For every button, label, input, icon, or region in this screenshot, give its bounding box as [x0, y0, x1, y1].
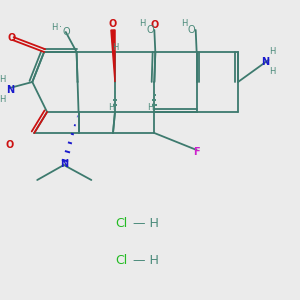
Text: Cl: Cl — [115, 254, 127, 268]
Text: H: H — [0, 76, 6, 85]
Text: H: H — [269, 47, 276, 56]
Text: N: N — [60, 159, 68, 169]
Text: N: N — [262, 57, 270, 67]
Text: O: O — [188, 25, 196, 35]
Text: O: O — [8, 33, 16, 43]
Text: O: O — [109, 19, 117, 29]
Polygon shape — [111, 30, 115, 82]
Text: O: O — [63, 27, 70, 37]
Text: H: H — [181, 20, 187, 28]
Text: O: O — [147, 25, 154, 35]
Text: H: H — [139, 20, 146, 28]
Text: H: H — [112, 44, 118, 52]
Text: H: H — [269, 68, 276, 76]
Text: Cl: Cl — [115, 217, 127, 230]
Text: ·: · — [59, 22, 62, 32]
Text: — H: — H — [129, 217, 159, 230]
Text: H: H — [51, 22, 57, 32]
Text: — H: — H — [129, 254, 159, 268]
Text: F: F — [193, 147, 200, 157]
Text: N: N — [7, 85, 15, 95]
Text: H: H — [147, 103, 154, 112]
Text: H: H — [108, 103, 114, 112]
Text: O: O — [150, 20, 158, 30]
Text: O: O — [5, 140, 14, 150]
Text: H: H — [0, 95, 6, 104]
